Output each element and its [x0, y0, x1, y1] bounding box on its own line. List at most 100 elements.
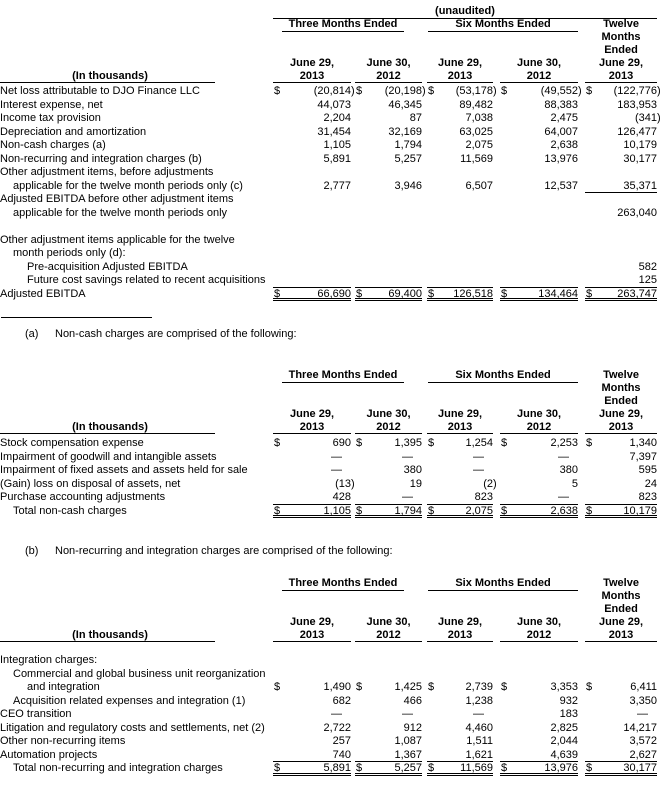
value-cell: 2,475 — [500, 112, 578, 126]
table-row: Net loss attributable to DJO Finance LLC… — [0, 85, 662, 99]
dollar-sign: $ — [501, 762, 508, 774]
value-cell: 682 — [273, 695, 351, 709]
table-row: Purchase accounting adjustments 428 — 823 — 8… — [0, 491, 662, 505]
value-cell: 35,371 — [585, 179, 657, 193]
value-cell — [500, 234, 578, 248]
value-cell — [355, 234, 422, 248]
numeric-value: 13,976 — [544, 762, 578, 774]
value-cell: $ (53,178) — [427, 85, 497, 99]
value-cell: $ (122,776) — [585, 85, 661, 99]
numeric-value: 2,204 — [323, 112, 351, 124]
table-header: Three Months Ended Six Months Ended Twelve… — [0, 577, 662, 642]
value-cell: $11,569 — [427, 762, 493, 776]
numeric-value: 2,475 — [550, 112, 578, 124]
value-cell: 5,891 — [273, 153, 351, 167]
numeric-value: 2,638 — [550, 504, 578, 517]
dash-value: — — [402, 491, 413, 503]
period-header: June 30, — [366, 57, 411, 69]
row-label: Stock compensation expense — [0, 437, 144, 449]
value-cell: $1,490 — [273, 681, 351, 695]
value-cell — [427, 193, 493, 207]
period-header: June 30, — [516, 408, 562, 420]
value-cell: — — [427, 464, 493, 478]
numeric-value: 690 — [332, 437, 351, 449]
table-row: Stock compensation expense $690 $1,395 $1,2… — [0, 437, 662, 451]
numeric-value: 10,179 — [623, 504, 657, 517]
value-cell: 595 — [585, 464, 657, 478]
numeric-value: 1,621 — [465, 748, 493, 761]
numeric-value: 31,454 — [317, 125, 351, 138]
footnote-a: (a) Non-cash charges are comprised of th… — [0, 327, 662, 341]
numeric-value: 6,507 — [465, 179, 493, 192]
value-cell: 14,217 — [585, 722, 657, 736]
value-cell: 912 — [355, 722, 422, 736]
numeric-value: 1,254 — [465, 437, 493, 449]
unaudited-label: (unaudited) — [273, 5, 657, 19]
value-cell — [427, 234, 493, 248]
value-cell: — — [355, 451, 422, 465]
table-row: Other non-recurring items 257 1,087 1,511 2,… — [0, 735, 662, 749]
row-label: Adjusted EBITDA — [0, 287, 86, 300]
value-cell: $1,395 — [355, 437, 422, 451]
numeric-value: 32,169 — [388, 125, 422, 138]
numeric-value: 11,569 — [460, 762, 493, 774]
table-row: Litigation and regulatory costs and sett… — [0, 722, 662, 736]
column-underline — [273, 82, 351, 83]
value-cell: 3,946 — [355, 180, 422, 194]
table-row: CEO transition — — — 183 — — [0, 708, 662, 722]
numeric-value: 1,395 — [394, 437, 422, 449]
numeric-value: 7,038 — [465, 112, 493, 124]
row-label: Other adjustment items, before adjustmen… — [0, 166, 214, 178]
footnote-a-text: Non-cash charges are comprised of the fo… — [55, 328, 297, 340]
period-header: 2012 — [376, 629, 401, 641]
table-row: Depreciation and amortization 31,454 32,16… — [0, 126, 662, 140]
value-cell: 1,511 — [427, 735, 493, 749]
numeric-value: 46,345 — [388, 98, 422, 111]
numeric-value: 3,946 — [394, 179, 422, 192]
dollar-sign: $ — [428, 437, 435, 449]
twelve-months-header-line: Ended — [604, 603, 638, 615]
numeric-value: 35,371 — [623, 179, 657, 192]
numeric-value: 5,257 — [394, 152, 422, 165]
value-cell — [273, 247, 351, 261]
value-cell: 823 — [585, 491, 657, 505]
value-cell: $690 — [273, 437, 351, 451]
dollar-sign: $ — [501, 437, 508, 449]
value-cell: $30,177 — [585, 762, 657, 776]
table-row: applicable for the twelve month periods … — [0, 207, 662, 221]
column-group-three-months: Three Months Ended — [282, 369, 404, 383]
row-label: Total non-cash charges — [13, 504, 127, 517]
value-cell: $1,254 — [427, 437, 493, 451]
dollar-sign: $ — [274, 504, 281, 517]
value-cell: 4,460 — [427, 722, 493, 736]
adjusted-ebitda-reconciliation-table: (unaudited) Three Months Ended Six Months … — [0, 5, 662, 301]
value-cell: 823 — [427, 491, 493, 505]
dollar-sign: $ — [274, 681, 281, 693]
dollar-sign: $ — [586, 85, 593, 97]
numeric-value: 595 — [638, 464, 657, 476]
numeric-value: 823 — [474, 491, 493, 503]
period-header: June 29, — [289, 616, 335, 628]
value-cell: 1,238 — [427, 695, 493, 709]
dash-value: — — [637, 708, 648, 720]
value-cell: 89,482 — [427, 99, 493, 113]
table-body: Stock compensation expense $690 $1,395 $1,2… — [0, 437, 662, 518]
numeric-value: 2,739 — [465, 681, 493, 693]
column-group-three-months: Three Months Ended — [282, 18, 404, 32]
value-cell: (341) — [585, 112, 661, 126]
value-cell: — — [427, 451, 493, 465]
value-cell: 2,722 — [273, 722, 351, 736]
numeric-value: 10,179 — [623, 139, 657, 151]
value-cell: $134,464 — [500, 288, 578, 301]
close-paren: ) — [351, 477, 355, 490]
value-cell: 44,073 — [273, 99, 351, 113]
value-cell: 2,638 — [500, 139, 578, 153]
numeric-value: 183,953 — [617, 98, 657, 111]
value-cell — [585, 193, 657, 207]
numeric-value: 2,044 — [550, 735, 578, 747]
row-label: Interest expense, net — [0, 98, 103, 111]
negative-value: (341 — [634, 112, 657, 124]
table-row: Commercial and global business unit reor… — [0, 668, 662, 682]
row-label: Net loss attributable to DJO Finance LLC — [0, 85, 200, 97]
